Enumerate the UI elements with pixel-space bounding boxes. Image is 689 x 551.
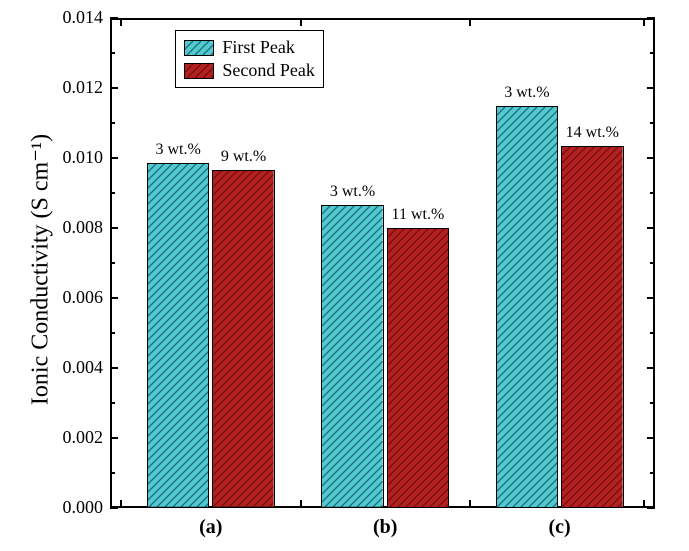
x-tick — [300, 18, 302, 26]
bar-value-label: 14 wt.% — [562, 124, 622, 142]
y-tick — [647, 227, 655, 229]
y-tick — [110, 227, 118, 229]
y-tick-label: 0.002 — [48, 427, 103, 448]
x-tick — [643, 500, 645, 508]
y-minor-tick — [650, 52, 655, 54]
bar-value-label: 3 wt.% — [323, 183, 383, 201]
legend-item: First Peak — [184, 37, 314, 58]
y-tick — [647, 507, 655, 509]
y-minor-tick — [650, 472, 655, 474]
y-tick — [647, 87, 655, 89]
bar-value-label: 9 wt.% — [214, 148, 274, 166]
bar-second-peak — [212, 170, 275, 508]
y-minor-tick — [650, 192, 655, 194]
y-tick — [647, 17, 655, 19]
x-tick — [120, 18, 122, 26]
y-minor-tick — [110, 52, 115, 54]
y-tick — [647, 437, 655, 439]
bar-second-peak — [561, 146, 624, 508]
y-minor-tick — [110, 402, 115, 404]
bar-first-peak — [496, 106, 559, 509]
y-minor-tick — [110, 332, 115, 334]
y-minor-tick — [650, 402, 655, 404]
x-tick — [643, 18, 645, 26]
y-tick — [110, 507, 118, 509]
bar-first-peak — [147, 163, 210, 508]
x-category-label: (c) — [530, 516, 590, 539]
x-category-label: (a) — [181, 516, 241, 539]
x-tick — [300, 500, 302, 508]
legend-item: Second Peak — [184, 60, 314, 81]
y-tick-label: 0.006 — [48, 287, 103, 308]
y-tick — [647, 367, 655, 369]
y-tick-label: 0.010 — [48, 147, 103, 168]
bar-first-peak — [321, 205, 384, 508]
y-tick — [110, 297, 118, 299]
y-tick — [110, 17, 118, 19]
y-tick-label: 0.008 — [48, 217, 103, 238]
bar-second-peak — [387, 228, 450, 508]
y-tick — [110, 87, 118, 89]
y-minor-tick — [110, 192, 115, 194]
chart-container: Ionic Conductivity (S cm⁻¹) 0.0000.0020.… — [0, 0, 689, 551]
y-tick-label: 0.000 — [48, 497, 103, 518]
y-tick — [110, 367, 118, 369]
legend-label: Second Peak — [222, 60, 314, 81]
bar-value-label: 3 wt.% — [497, 84, 557, 102]
x-tick — [469, 18, 471, 26]
y-tick-label: 0.012 — [48, 77, 103, 98]
y-tick — [110, 437, 118, 439]
y-tick-label: 0.004 — [48, 357, 103, 378]
legend: First PeakSecond Peak — [175, 30, 323, 88]
x-tick — [120, 500, 122, 508]
y-tick — [110, 157, 118, 159]
legend-swatch — [184, 63, 214, 79]
bar-value-label: 3 wt.% — [148, 141, 208, 159]
y-minor-tick — [650, 122, 655, 124]
legend-label: First Peak — [222, 37, 295, 58]
bar-value-label: 11 wt.% — [388, 206, 448, 224]
y-minor-tick — [110, 472, 115, 474]
x-tick — [469, 500, 471, 508]
y-tick-label: 0.014 — [48, 7, 103, 28]
y-tick — [647, 157, 655, 159]
x-category-label: (b) — [355, 516, 415, 539]
y-minor-tick — [110, 262, 115, 264]
y-tick — [647, 297, 655, 299]
y-minor-tick — [650, 332, 655, 334]
y-minor-tick — [110, 122, 115, 124]
y-minor-tick — [650, 262, 655, 264]
legend-swatch — [184, 40, 214, 56]
